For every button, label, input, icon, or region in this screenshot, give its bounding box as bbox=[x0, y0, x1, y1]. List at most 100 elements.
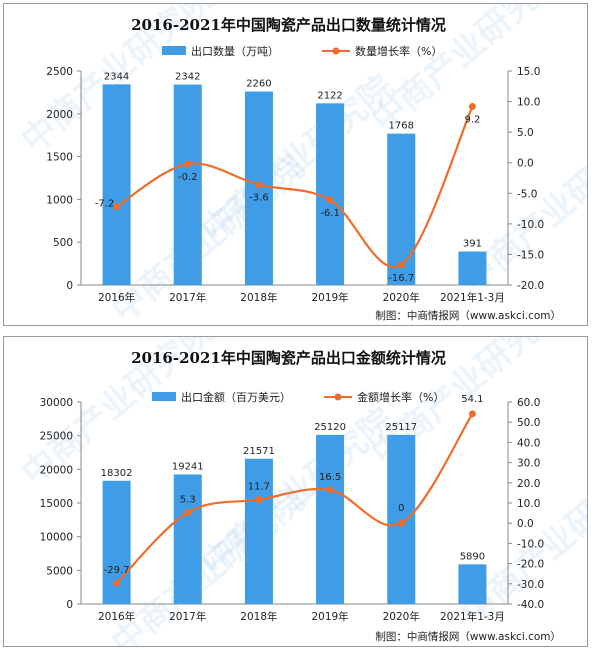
growth-rate-point bbox=[184, 160, 192, 168]
legend-line-marker bbox=[334, 393, 342, 401]
bar-value-label: 21571 bbox=[243, 446, 275, 457]
growth-rate-point bbox=[397, 519, 405, 527]
growth-rate-label: 11.7 bbox=[248, 482, 270, 493]
bar-value-label: 2260 bbox=[246, 79, 271, 90]
growth-rate-point bbox=[468, 410, 476, 418]
bar bbox=[458, 564, 487, 604]
x-tick-label: 2017年 bbox=[169, 610, 206, 623]
growth-rate-label: 5.3 bbox=[180, 494, 196, 505]
source-credit: 制图：中商情报网（www.askci.com） bbox=[375, 630, 561, 643]
watermark-text: 中商产业研究院 bbox=[104, 147, 312, 326]
growth-rate-label: -3.6 bbox=[249, 193, 269, 204]
x-tick-label: 2021年1-3月 bbox=[440, 610, 505, 623]
right-tick-label: 5.0 bbox=[517, 127, 534, 139]
growth-rate-point bbox=[113, 203, 121, 211]
right-tick-label: -20.0 bbox=[517, 559, 544, 571]
bar-value-label: 2122 bbox=[317, 90, 342, 101]
growth-rate-point bbox=[255, 496, 263, 504]
bar bbox=[316, 434, 345, 604]
left-tick-label: 30000 bbox=[40, 397, 73, 409]
right-tick-label: 0.0 bbox=[517, 518, 534, 530]
bar-value-label: 391 bbox=[463, 239, 482, 250]
legend-line-label: 金额增长率（%） bbox=[357, 390, 444, 404]
bar-value-label: 1768 bbox=[389, 121, 414, 132]
legend-bar-label: 出口数量（万吨） bbox=[191, 44, 279, 58]
legend-bar-label: 出口金额（百万美元） bbox=[181, 390, 291, 404]
bar bbox=[102, 84, 131, 285]
growth-rate-label: 9.2 bbox=[464, 114, 480, 125]
bar-value-label: 5890 bbox=[460, 551, 485, 562]
growth-rate-label: 0 bbox=[398, 503, 404, 514]
bar bbox=[244, 458, 273, 604]
right-tick-label: -30.0 bbox=[517, 579, 544, 591]
growth-rate-point bbox=[113, 579, 121, 587]
left-tick-label: 1000 bbox=[46, 194, 73, 206]
quantity-chart-panel: 中商产业研究院 中商产业研究院 中商产业研究院 中商产业研究院 中商产业研究院 2016-… bbox=[3, 3, 588, 326]
left-tick-label: 15000 bbox=[40, 498, 73, 510]
bar bbox=[173, 84, 202, 285]
value-chart-panel: 中商产业研究院 中商产业研究院 中商产业研究院 中商产业研究院 中商产业研究院 2016-… bbox=[3, 336, 588, 647]
bar bbox=[458, 251, 487, 285]
growth-rate-point bbox=[326, 486, 334, 494]
right-tick-label: -40.0 bbox=[517, 599, 544, 611]
x-tick-label: 2016年 bbox=[98, 610, 135, 623]
bar-value-label: 25117 bbox=[385, 422, 417, 433]
left-tick-label: 5000 bbox=[46, 565, 73, 577]
right-tick-label: 0.0 bbox=[517, 158, 534, 170]
bar-value-label: 18302 bbox=[101, 468, 133, 479]
x-tick-label: 2019年 bbox=[311, 610, 348, 623]
bar bbox=[387, 434, 416, 604]
growth-rate-point bbox=[184, 508, 192, 516]
left-tick-label: 1500 bbox=[46, 152, 73, 164]
legend-bar-swatch bbox=[162, 46, 186, 55]
x-tick-label: 2020年 bbox=[383, 610, 420, 623]
x-tick-label: 2017年 bbox=[169, 291, 206, 304]
right-tick-label: 30.0 bbox=[517, 458, 540, 470]
left-tick-label: 2000 bbox=[46, 109, 73, 121]
legend-line-label: 数量增长率（%） bbox=[355, 44, 442, 58]
legend-bar-swatch bbox=[152, 392, 176, 401]
right-tick-label: -15.0 bbox=[517, 249, 544, 261]
left-tick-label: 2500 bbox=[46, 66, 73, 78]
right-tick-label: 20.0 bbox=[517, 478, 540, 490]
right-tick-label: 15.0 bbox=[517, 66, 540, 78]
left-tick-label: 10000 bbox=[40, 532, 73, 544]
x-tick-label: 2020年 bbox=[383, 291, 420, 304]
x-tick-label: 2016年 bbox=[98, 291, 135, 304]
bar bbox=[387, 133, 416, 285]
right-tick-label: 60.0 bbox=[517, 397, 540, 409]
right-tick-label: 10.0 bbox=[517, 498, 540, 510]
growth-rate-label: 16.5 bbox=[319, 472, 341, 483]
right-tick-label: -5.0 bbox=[517, 188, 538, 200]
right-tick-label: -20.0 bbox=[517, 280, 544, 292]
bar-value-label: 2344 bbox=[104, 71, 129, 82]
right-tick-label: 40.0 bbox=[517, 437, 540, 449]
left-tick-label: 0 bbox=[66, 280, 73, 292]
growth-rate-label: -0.2 bbox=[178, 172, 198, 183]
bar bbox=[173, 474, 202, 604]
x-tick-label: 2018年 bbox=[240, 291, 277, 304]
growth-rate-label: 54.1 bbox=[461, 394, 483, 405]
bar bbox=[316, 103, 345, 285]
growth-rate-point bbox=[326, 196, 334, 204]
bar bbox=[244, 91, 273, 285]
growth-rate-label: -7.2 bbox=[95, 199, 115, 210]
left-tick-label: 0 bbox=[66, 599, 73, 611]
bar-value-label: 19241 bbox=[172, 461, 204, 472]
growth-rate-point bbox=[468, 102, 476, 110]
left-tick-label: 20000 bbox=[40, 464, 73, 476]
x-tick-label: 2021年1-3月 bbox=[440, 291, 505, 304]
growth-rate-line bbox=[115, 413, 474, 584]
growth-rate-label: -29.7 bbox=[104, 565, 130, 576]
bar-value-label: 2342 bbox=[175, 72, 200, 83]
x-tick-label: 2019年 bbox=[311, 291, 348, 304]
growth-rate-label: -6.1 bbox=[320, 208, 340, 219]
bar-value-label: 25120 bbox=[314, 422, 346, 433]
chart-title: 2016-2021年中国陶瓷产品出口数量统计情况 bbox=[131, 16, 446, 34]
left-tick-label: 25000 bbox=[40, 431, 73, 443]
right-tick-label: -10.0 bbox=[517, 538, 544, 550]
growth-rate-point bbox=[255, 181, 263, 189]
left-tick-label: 500 bbox=[53, 237, 73, 249]
